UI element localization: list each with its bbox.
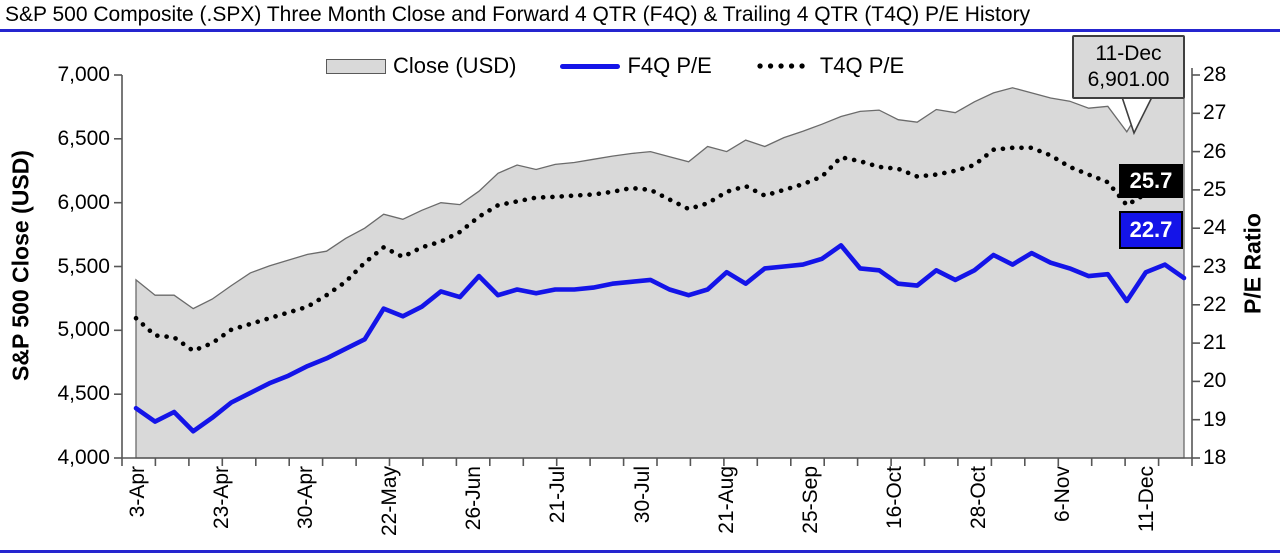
title-underline: [0, 29, 1280, 32]
x-tick-label: 25-Sep: [798, 466, 822, 534]
y-right-tick-label: 26: [1203, 139, 1227, 163]
legend: Close (USD) F4Q P/E T4Q P/E: [326, 52, 904, 80]
y-right-tick-label: 22: [1203, 292, 1227, 316]
legend-item-close: Close (USD): [326, 53, 516, 79]
callout-value: 6,901.00: [1087, 68, 1170, 91]
y-left-tick-label: 5,000: [57, 318, 110, 342]
bottom-divider: [0, 550, 1280, 553]
x-tick-label: 3-Apr: [126, 466, 149, 518]
f4q-line-series: [133, 243, 1187, 434]
x-tick-label: 30-Jul: [630, 466, 654, 524]
line-swatch-icon: [560, 63, 621, 69]
x-tick-label: 28-Oct: [966, 466, 990, 530]
legend-label-close: Close (USD): [393, 53, 517, 78]
t4q-dotted-series: [133, 145, 1187, 354]
y-right-tick-label: 21: [1203, 331, 1227, 355]
y-left-tick-label: 5,500: [57, 254, 110, 278]
dotted-swatch-icon: [757, 63, 813, 69]
last-close-callout: 11-Dec 6,901.00: [1072, 35, 1185, 99]
y-right-tick-label: 19: [1203, 407, 1227, 431]
y-left-tick-label: 6,000: [57, 190, 110, 214]
y-left-tick-label: 4,500: [57, 382, 110, 406]
callout-date: 11-Dec: [1095, 42, 1162, 65]
x-tick-label: 21-Aug: [714, 466, 738, 534]
x-tick-label: 26-Jun: [462, 466, 486, 531]
t4q-value-badge: 25.7: [1119, 164, 1183, 198]
x-tick-label: 22-May: [378, 466, 402, 537]
close-area-series: [135, 86, 1185, 459]
y-right-tick-label: 24: [1203, 216, 1227, 240]
axis-lines: [114, 68, 1200, 466]
y-left-tick-label: 7,000: [57, 63, 110, 86]
y-right-tick-label: 23: [1203, 254, 1227, 278]
y-right-tick-label: 18: [1203, 446, 1227, 469]
y-left-tick-label: 4,000: [57, 446, 110, 469]
y-right-tick-label: 25: [1203, 177, 1227, 201]
y-right-tick-label: 28: [1203, 63, 1227, 86]
legend-item-f4q: F4Q P/E: [560, 53, 712, 79]
legend-item-t4q: T4Q P/E: [756, 53, 904, 79]
y-left-tick-label: 6,500: [57, 126, 110, 150]
y-right-tick-label: 27: [1203, 101, 1227, 125]
page-title: S&P 500 Composite (.SPX) Three Month Clo…: [5, 3, 1031, 26]
x-tick-label: 21-Jul: [546, 466, 570, 524]
left-axis-title: S&P 500 Close (USD): [7, 150, 34, 381]
x-tick-label: 16-Oct: [882, 466, 906, 530]
x-tick-label: 23-Apr: [210, 466, 234, 530]
x-tick-label: 11-Dec: [1135, 466, 1158, 533]
y-right-tick-label: 20: [1203, 369, 1227, 393]
area-swatch-icon: [326, 58, 386, 74]
legend-label-f4q: F4Q P/E: [627, 53, 712, 78]
x-tick-label: 6-Nov: [1050, 466, 1074, 523]
x-tick-label: 30-Apr: [294, 466, 318, 530]
f4q-value-badge: 22.7: [1119, 211, 1183, 249]
legend-label-t4q: T4Q P/E: [819, 53, 905, 78]
